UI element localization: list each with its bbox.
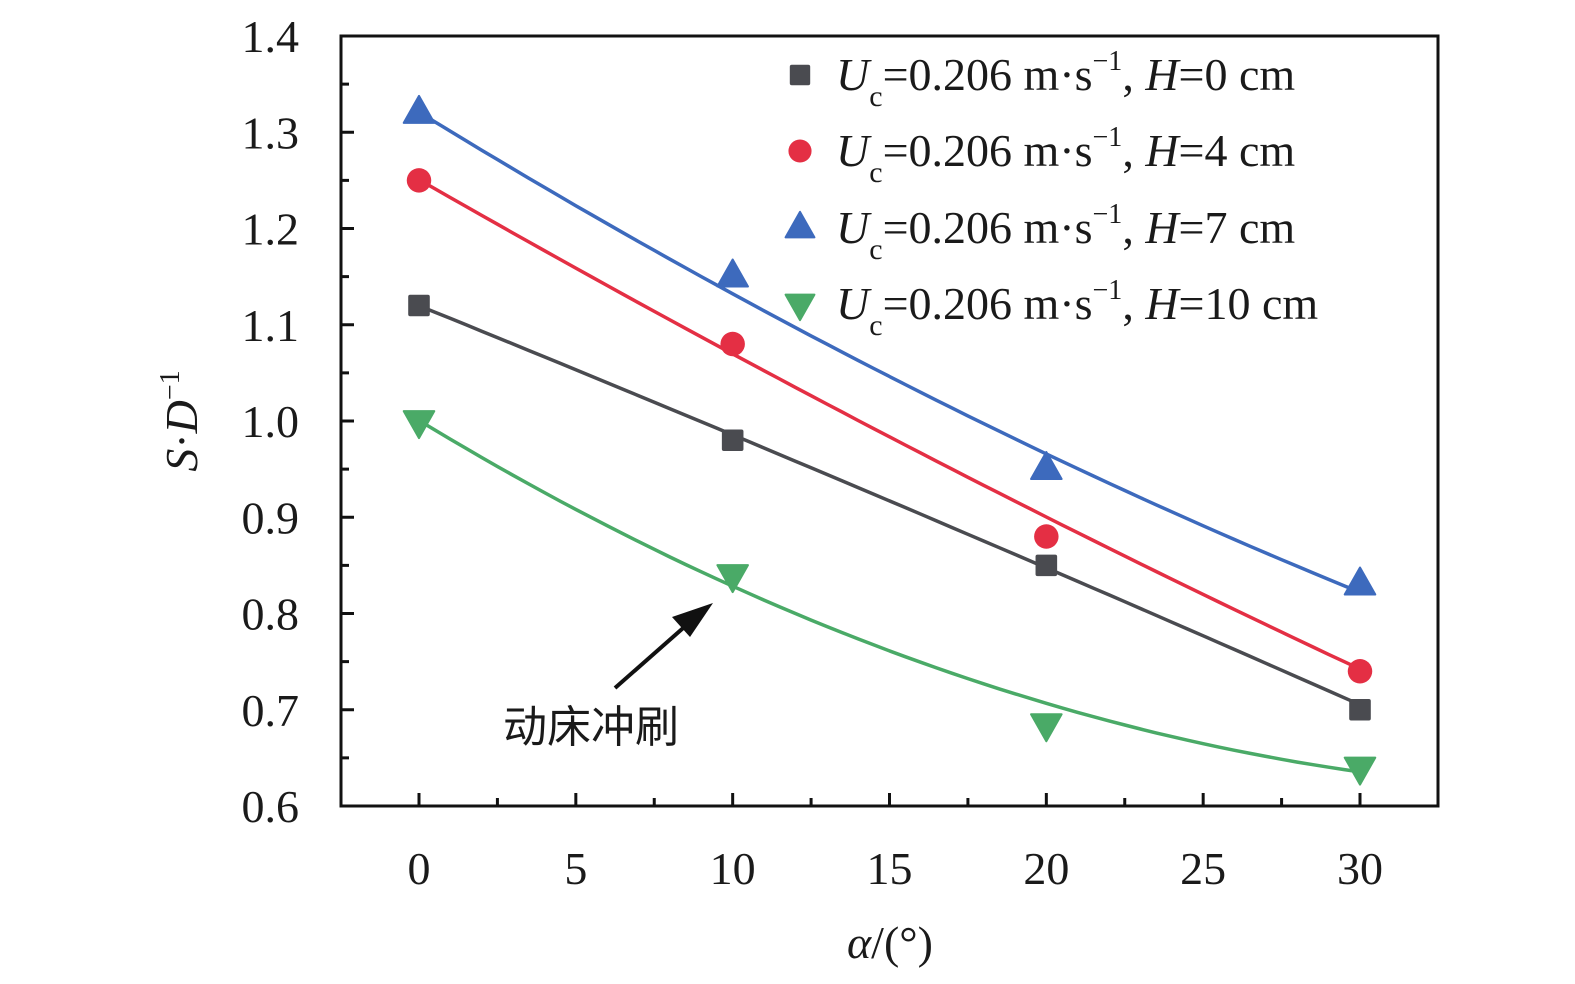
y-tick-label: 1.0 xyxy=(242,396,300,447)
legend-entry: Uc=0.206 m·s−1, H=0 cm xyxy=(789,46,1295,113)
data-point xyxy=(1035,554,1058,577)
legend-marker xyxy=(784,293,816,322)
legend-entry: Uc=0.206 m·s−1, H=10 cm xyxy=(784,275,1318,342)
fit-line xyxy=(418,178,1361,671)
fit-line xyxy=(418,304,1361,707)
legend-label-u: U xyxy=(836,278,872,329)
data-markers xyxy=(402,94,1377,786)
legend-label-h: H xyxy=(1144,202,1181,253)
legend-label-tail: =0 cm xyxy=(1179,49,1296,100)
x-tick-label: 5 xyxy=(564,843,587,894)
y-axis-title-dot: · xyxy=(156,433,207,448)
legend-label-u: U xyxy=(836,49,872,100)
x-tick-label: 20 xyxy=(1023,843,1069,894)
legend-label-sup: −1 xyxy=(1093,46,1123,77)
legend-label-mid: =0.206 m·s xyxy=(883,202,1093,253)
legend-entry: Uc=0.206 m·s−1, H=7 cm xyxy=(784,199,1295,266)
data-point xyxy=(1349,698,1371,721)
y-axis-title: S·D−1 xyxy=(155,370,207,471)
y-axis-ticks: 0.6 0.7 0.8 0.9 1.0 1.1 1.2 1.3 1.4 xyxy=(242,11,354,832)
legend-label-comma: , xyxy=(1122,125,1145,176)
data-point xyxy=(402,94,436,124)
y-tick-label: 1.2 xyxy=(242,204,300,255)
data-point xyxy=(1347,659,1373,684)
legend-label-sub: c xyxy=(869,156,882,189)
x-axis-title-unit: /(°) xyxy=(871,917,933,968)
legend-label-mid: =0.206 m·s xyxy=(883,49,1093,100)
legend-marker xyxy=(789,64,811,86)
legend-label-sup: −1 xyxy=(1093,275,1123,306)
series-triangle-up xyxy=(402,94,1377,596)
x-axis-ticks: 0 5 10 15 20 25 30 xyxy=(408,793,1383,894)
legend-label: Uc=0.206 m·s−1, H=7 cm xyxy=(836,199,1295,266)
legend-label-u: U xyxy=(836,202,872,253)
legend-label-tail: =7 cm xyxy=(1179,202,1296,253)
series-circle xyxy=(406,168,1373,684)
data-point xyxy=(716,258,749,288)
annotation-arrow xyxy=(613,620,692,690)
x-tick-label: 25 xyxy=(1180,843,1226,894)
legend-label: Uc=0.206 m·s−1, H=10 cm xyxy=(836,275,1318,342)
fit-line xyxy=(418,110,1361,594)
legend-label-mid: =0.206 m·s xyxy=(883,278,1093,329)
legend-label-sup: −1 xyxy=(1093,122,1123,153)
y-tick-label: 0.6 xyxy=(242,781,300,832)
x-tick-label: 30 xyxy=(1337,843,1383,894)
y-axis-title-d: D xyxy=(156,400,207,434)
series-triangle-down xyxy=(402,410,1377,786)
data-point xyxy=(721,429,744,452)
data-point xyxy=(1343,756,1377,786)
legend-label: Uc=0.206 m·s−1, H=0 cm xyxy=(836,46,1295,113)
legend-label-tail: =10 cm xyxy=(1179,278,1319,329)
legend-label-h: H xyxy=(1144,49,1181,100)
fit-lines xyxy=(418,110,1361,774)
series-square xyxy=(408,294,1371,721)
x-axis-title-var: α xyxy=(847,917,872,968)
y-tick-label: 1.1 xyxy=(242,300,300,351)
legend-label-sub: c xyxy=(869,309,882,342)
legend-label-comma: , xyxy=(1122,49,1145,100)
legend-label-sub: c xyxy=(869,80,882,113)
y-tick-label: 0.7 xyxy=(242,685,300,736)
annotation: 动床冲刷 xyxy=(503,603,713,753)
legend-label-sup: −1 xyxy=(1093,199,1123,230)
legend-label: Uc=0.206 m·s−1, H=4 cm xyxy=(836,122,1295,189)
y-axis-title-s: S xyxy=(156,449,207,472)
legend-label-h: H xyxy=(1144,125,1181,176)
data-point xyxy=(1343,566,1377,596)
y-tick-label: 1.3 xyxy=(242,107,300,158)
y-tick-label: 0.8 xyxy=(242,589,300,640)
annotation-text: 动床冲刷 xyxy=(503,702,679,753)
y-tick-label: 1.4 xyxy=(242,11,300,62)
x-tick-label: 10 xyxy=(710,843,756,894)
data-point xyxy=(1030,713,1063,743)
fit-line xyxy=(418,418,1361,774)
data-point xyxy=(716,564,749,594)
data-point xyxy=(408,294,430,317)
data-point xyxy=(720,331,745,357)
y-tick-label: 0.9 xyxy=(242,492,300,543)
data-point xyxy=(402,410,436,440)
legend-marker xyxy=(788,139,812,163)
data-point xyxy=(1030,451,1063,481)
legend-label-h: H xyxy=(1144,278,1181,329)
data-point xyxy=(1034,524,1059,549)
x-tick-label: 0 xyxy=(408,843,431,894)
legend-label-sub: c xyxy=(869,233,882,266)
legend-label-tail: =4 cm xyxy=(1179,125,1296,176)
y-axis-title-sup: −1 xyxy=(155,370,186,400)
x-tick-label: 15 xyxy=(867,843,913,894)
annotation-arrowhead xyxy=(672,603,713,637)
data-point xyxy=(406,168,432,193)
x-axis-title: α/(°) xyxy=(847,917,933,968)
legend-label-u: U xyxy=(836,125,872,176)
legend-label-comma: , xyxy=(1122,278,1145,329)
legend-entry: Uc=0.206 m·s−1, H=4 cm xyxy=(788,122,1295,189)
legend-label-comma: , xyxy=(1122,202,1145,253)
legend-marker xyxy=(784,210,816,239)
legend-label-mid: =0.206 m·s xyxy=(883,125,1093,176)
